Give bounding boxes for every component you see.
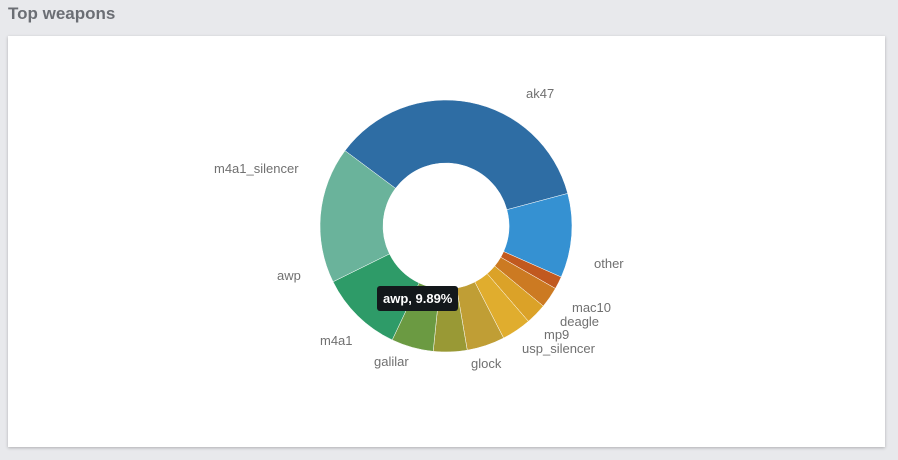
slice-other-label: other (594, 256, 624, 271)
slice-glock-label: glock (471, 356, 502, 371)
slice-ak47-label: ak47 (526, 86, 554, 101)
chart-tooltip: awp, 9.89% (377, 286, 459, 311)
slice-awp-label: awp (277, 268, 301, 283)
slice-mac10-label: mac10 (572, 300, 611, 315)
slice-usp-silencer-label: usp_silencer (522, 341, 596, 356)
slice-m4a1-label: m4a1 (320, 333, 353, 348)
slice-mp9-label: mp9 (544, 327, 569, 342)
slice-ak47[interactable] (344, 99, 569, 211)
slice-galilar-label: galilar (374, 354, 409, 369)
slice-deagle-label: deagle (560, 314, 599, 329)
slice-m4a1-silencer-label: m4a1_silencer (214, 161, 299, 176)
slice-m4a1-silencer[interactable] (319, 150, 396, 283)
donut-chart: ak47 other mac10deaglemp9usp_silencerglock… (214, 86, 624, 371)
panel-title: Top weapons (8, 4, 116, 23)
